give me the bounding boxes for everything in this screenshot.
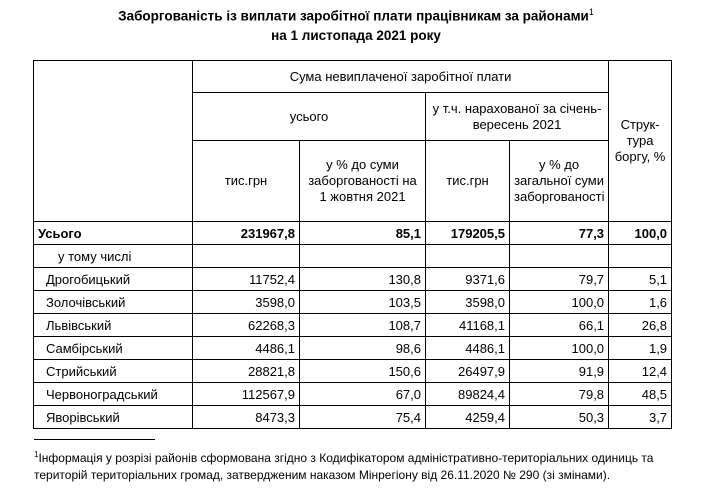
cell-sum-thousand: 112567,9 <box>192 382 300 406</box>
cell-sum-thousand: 62268,3 <box>192 313 300 337</box>
cell-sum-thousand: 231967,8 <box>192 221 300 245</box>
cell-accrued-pct: 66,1 <box>508 313 610 337</box>
cell-accrued-thousand: 4259,4 <box>425 405 510 429</box>
row-name: Стрийський <box>33 359 193 383</box>
cell-structure: 5,1 <box>608 267 673 291</box>
title-footnote-mark: 1 <box>588 7 594 17</box>
title-line-2: на 1 листопада 2021 року <box>271 27 441 43</box>
footnote: 1Інформація у розрізі районів сформована… <box>34 446 684 484</box>
header-col-thousand-1: тис.грн <box>192 140 300 222</box>
cell-sum-thousand: 11752,4 <box>192 267 300 291</box>
header-row-3: тис.грн у % до суми заборгованості на 1 … <box>34 140 672 222</box>
header-accrued: у т.ч. нарахованої за січень-вересень 20… <box>424 92 610 141</box>
cell-accrued-pct: 100,0 <box>508 290 610 314</box>
footnote-divider <box>34 439 155 440</box>
table-row: Дрогобицький 11752,4 130,8 9371,6 79,7 5… <box>33 267 673 291</box>
cell-structure: 3,7 <box>608 405 673 429</box>
header-total: усього <box>192 92 426 141</box>
cell-accrued-pct: 91,9 <box>508 359 610 383</box>
debt-table: Сума невиплаченої заробітної плати Струк… <box>33 60 673 429</box>
cell-structure: 26,8 <box>608 313 673 337</box>
cell-sum-pct: 150,6 <box>299 359 426 383</box>
row-name: Червоноградський <box>33 382 193 406</box>
sub-label: у тому числі <box>33 244 193 268</box>
row-name: Золочівський <box>33 290 193 314</box>
title-line-1: Заборгованість із виплати заробітної пла… <box>118 7 594 24</box>
cell-accrued-thousand: 3598,0 <box>425 290 510 314</box>
header-row-1: Сума невиплаченої заробітної плати Струк… <box>33 60 673 222</box>
cell-accrued-pct: 100,0 <box>508 336 610 360</box>
table-row: Золочівський 3598,0 103,5 3598,0 100,0 1… <box>33 290 673 314</box>
cell-accrued-pct: 50,3 <box>508 405 610 429</box>
cell-sum-pct: 67,0 <box>299 382 426 406</box>
cell-accrued-pct: 79,7 <box>508 267 610 291</box>
header-row-2: усього у т.ч. нарахованої за січень-вере… <box>34 92 672 141</box>
row-name: Усього <box>33 221 193 245</box>
table-row: Львівський 62268,3 108,7 41168,1 66,1 26… <box>33 313 673 337</box>
header-group: Сума невиплаченої заробітної плати <box>191 60 610 93</box>
cell-accrued-thousand: 89824,4 <box>425 382 510 406</box>
cell-accrued-thousand: 26497,9 <box>425 359 510 383</box>
cell-accrued-thousand: 179205,5 <box>425 221 510 245</box>
cell-accrued-pct: 79,8 <box>508 382 610 406</box>
cell-sum-thousand: 8473,3 <box>192 405 300 429</box>
cell-structure: 100,0 <box>608 221 673 245</box>
table-row: Яворівський 8473,3 75,4 4259,4 50,3 3,7 <box>33 405 673 429</box>
header-col-pct-1: у % до суми заборгованості на 1 жовтня 2… <box>299 140 426 222</box>
header-district <box>33 60 193 222</box>
cell-sum-pct: 103,5 <box>299 290 426 314</box>
row-name: Львівський <box>33 313 193 337</box>
cell-sum-pct: 108,7 <box>299 313 426 337</box>
cell-structure: 1,6 <box>608 290 673 314</box>
cell-accrued-thousand: 9371,6 <box>425 267 510 291</box>
table-row: Самбірський 4486,1 98,6 4486,1 100,0 1,9 <box>33 336 673 360</box>
row-name: Самбірський <box>33 336 193 360</box>
header-col-thousand-2: тис.грн <box>425 140 510 222</box>
subheader-row: у тому числі <box>33 244 673 268</box>
header-structure: Струк-тура боргу, % <box>608 60 673 222</box>
header-col-pct-2: у % до загальної суми заборгованості <box>508 140 610 222</box>
cell-sum-pct: 130,8 <box>299 267 426 291</box>
page-title: Заборгованість із виплати заробітної пла… <box>0 3 712 45</box>
table-row: Стрийський 28821,8 150,6 26497,9 91,9 12… <box>33 359 673 383</box>
cell-accrued-thousand: 4486,1 <box>425 336 510 360</box>
footnote-mark: 1 <box>34 450 39 459</box>
total-row: Усього 231967,8 85,1 179205,5 77,3 100,0 <box>33 221 673 245</box>
row-name: Дрогобицький <box>33 267 193 291</box>
cell-sum-thousand: 28821,8 <box>192 359 300 383</box>
footnote-text: Інформація у розрізі районів сформована … <box>34 451 654 482</box>
table-row: Червоноградський 112567,9 67,0 89824,4 7… <box>33 382 673 406</box>
cell-sum-pct: 75,4 <box>299 405 426 429</box>
cell-structure: 1,9 <box>608 336 673 360</box>
row-name: Яворівський <box>33 405 193 429</box>
cell-structure: 48,5 <box>608 382 673 406</box>
cell-sum-pct: 85,1 <box>299 221 426 245</box>
cell-structure: 12,4 <box>608 359 673 383</box>
cell-accrued-thousand: 41168,1 <box>425 313 510 337</box>
cell-sum-thousand: 3598,0 <box>192 290 300 314</box>
cell-sum-thousand: 4486,1 <box>192 336 300 360</box>
cell-accrued-pct: 77,3 <box>508 221 610 245</box>
cell-sum-pct: 98,6 <box>299 336 426 360</box>
